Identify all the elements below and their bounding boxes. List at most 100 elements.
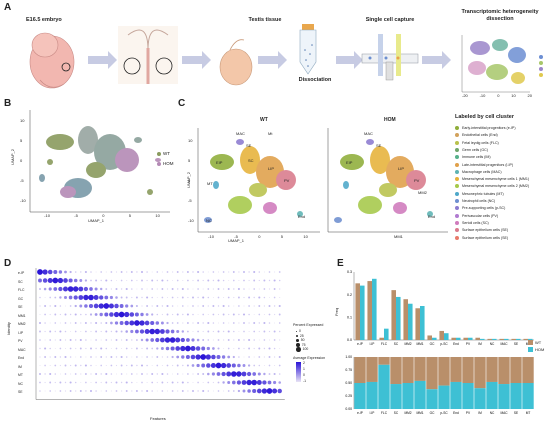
x-tick-label: SC: [394, 411, 399, 415]
dot-mark: [74, 381, 77, 384]
dot-mark: [207, 305, 209, 307]
dot-mark: [171, 288, 174, 290]
tick: 2: [303, 361, 305, 365]
dot-mark: [120, 296, 123, 299]
bar-hom: [396, 296, 401, 340]
legend-dot: [455, 177, 459, 182]
dot-mark: [268, 322, 271, 324]
dot-mark: [192, 271, 194, 273]
dot-mark: [131, 390, 133, 392]
tick: 0: [303, 373, 305, 377]
dot-mark: [273, 339, 276, 341]
dot-mark: [120, 364, 123, 367]
size-legend-label: 50: [300, 338, 305, 343]
dot-mark: [222, 330, 225, 333]
bar-wt: [379, 337, 384, 340]
dot-mark: [74, 271, 77, 273]
dot-mark: [69, 339, 72, 341]
dot-mark: [105, 339, 108, 341]
size-legend-item: 100: [296, 346, 308, 352]
step-capture-label: Single cell capture: [365, 17, 415, 23]
dot-mark: [59, 330, 62, 333]
dot-mark: [90, 322, 92, 324]
dot-mark: [222, 381, 225, 384]
dot-mark: [226, 363, 232, 368]
dot-mark: [232, 355, 235, 359]
dot-mark: [220, 362, 227, 369]
dot-mark: [273, 305, 276, 307]
dot-mark: [212, 313, 215, 316]
dot-mark: [164, 337, 171, 343]
dot-mark: [99, 312, 103, 317]
tick: 0: [497, 93, 500, 98]
dot-mark: [217, 279, 220, 282]
dot-mark: [120, 390, 123, 392]
tick: 5: [188, 157, 191, 163]
dot-mark: [83, 286, 89, 292]
dot-mark: [238, 305, 240, 307]
cluster-label: MM1: [394, 234, 403, 239]
dot-mark: [278, 304, 281, 308]
dot-mark: [181, 381, 184, 384]
dot-mark: [156, 313, 159, 316]
dot-mark: [156, 381, 158, 384]
cluster-legend-item: Mesonephric tubules (MT): [455, 191, 504, 196]
dot-mark: [177, 296, 179, 299]
dot-mark: [223, 296, 225, 299]
dot-mark: [268, 313, 271, 316]
dot-mark: [202, 339, 205, 341]
dot-mark: [212, 322, 215, 324]
dot-mark: [258, 288, 260, 290]
mini-umap-illustration: [461, 35, 543, 93]
dot-mark: [222, 279, 225, 282]
dot-mark: [79, 279, 83, 282]
dot-mark: [248, 338, 251, 342]
dot-mark: [207, 313, 209, 316]
dot-mark: [145, 313, 149, 316]
dot-mark: [141, 296, 143, 299]
dot-mark: [263, 339, 266, 341]
dot-mark: [140, 338, 144, 342]
legend-label: Surface epithelium cells (SE): [462, 235, 509, 240]
dot-mark: [217, 296, 220, 299]
dot-mark: [110, 279, 113, 282]
x-tick-label: SE: [514, 411, 518, 415]
dot-mark: [58, 270, 63, 274]
dot-mark: [54, 348, 56, 349]
row-label: MM2: [18, 322, 26, 326]
dot-mark: [134, 312, 139, 317]
dot-mark: [217, 390, 220, 392]
dot-mark: [207, 339, 210, 341]
dot-mark: [120, 271, 123, 273]
dot-mark: [273, 279, 276, 282]
cluster-legend-item: Sertoli cells (SC): [455, 220, 489, 225]
x-tick-label: GC: [430, 342, 435, 346]
dot-mark: [49, 305, 51, 307]
panel-e-legend-wt: WT: [528, 340, 541, 345]
legend-label: Mesenchymal mesenchyme cells 1 (MM1): [462, 177, 530, 182]
stack-wt: [450, 357, 462, 382]
tick: -20: [462, 93, 468, 98]
stack-hom: [402, 383, 414, 409]
x-tick-label: FLC: [381, 342, 388, 346]
dot-mark: [78, 286, 84, 292]
dot-mark: [243, 279, 245, 282]
dot-mark: [44, 305, 47, 307]
dot-mark: [197, 322, 200, 324]
dot-mark: [197, 305, 199, 307]
dot-mark: [115, 271, 118, 273]
dot-mark: [195, 346, 201, 351]
dot-mark: [192, 373, 194, 375]
dot-mark: [156, 364, 159, 367]
dot-mark: [49, 330, 52, 333]
reproductive-organs-illustration: [118, 26, 178, 84]
dot-mark: [233, 305, 235, 307]
stack-hom: [450, 381, 462, 409]
dot-mark: [190, 354, 196, 360]
dot-mark: [54, 381, 56, 384]
dot-mark: [263, 305, 266, 307]
dot-mark: [126, 279, 128, 282]
dot-mark: [267, 380, 272, 385]
step-embryo-label: E16.5 embryo: [26, 17, 62, 23]
dot-mark: [170, 346, 175, 351]
